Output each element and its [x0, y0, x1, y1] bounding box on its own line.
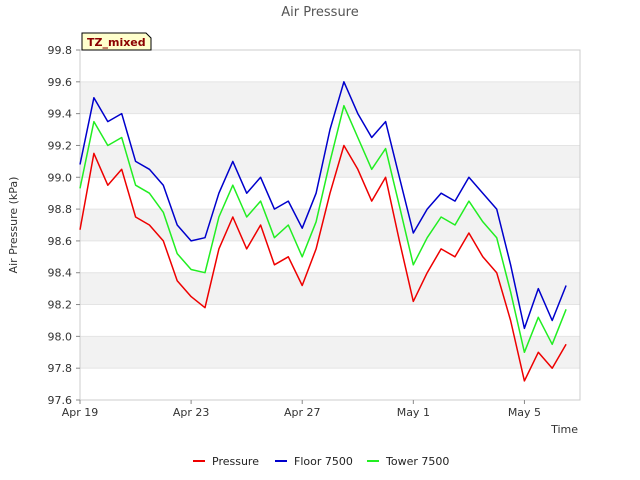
legend-item-floor-7500: Floor 7500 — [275, 455, 353, 468]
x-tick-label: May 1 — [397, 406, 430, 419]
y-tick-label: 98.4 — [48, 267, 73, 280]
y-tick-label: 99.0 — [48, 171, 73, 184]
grid-band — [80, 240, 580, 273]
x-tick-label: Apr 19 — [62, 406, 99, 419]
y-tick-label: 99.4 — [48, 108, 73, 121]
grid-band — [80, 209, 580, 241]
y-axis-label: Air Pressure (kPa) — [7, 177, 20, 274]
x-axis-label: Time — [550, 423, 578, 436]
plot-background — [80, 49, 580, 401]
series-line-floor-7500 — [79, 81, 567, 330]
y-tick-label: 98.8 — [48, 203, 73, 216]
chart-title: Air Pressure — [281, 5, 359, 20]
x-axis-ticks: Apr 19 Apr 23 Apr 27 May 1 May 5 — [62, 400, 541, 419]
x-tick-label: Apr 27 — [284, 406, 321, 419]
grid-band — [80, 272, 580, 305]
legend-label: Tower 7500 — [385, 455, 449, 468]
y-tick-label: 97.8 — [48, 362, 73, 375]
grid-band — [80, 81, 580, 114]
grid-band — [80, 368, 580, 400]
y-tick-label: 97.6 — [48, 394, 73, 407]
plot-frame — [79, 49, 581, 401]
grid-band — [80, 50, 580, 82]
tz-badge: TZ_mixed — [81, 32, 152, 51]
y-tick-label: 98.2 — [48, 299, 73, 312]
legend-label: Floor 7500 — [294, 455, 353, 468]
y-tick-label: 98.6 — [48, 235, 73, 248]
y-tick-label: 98.0 — [48, 330, 73, 343]
series-line-pressure — [79, 144, 567, 382]
legend: Pressure Floor 7500 Tower 7500 — [193, 455, 449, 468]
grid-band — [80, 304, 580, 337]
y-axis-ticks: 97.6 97.8 98.0 98.2 98.4 98.6 98.8 99.0 99.2 99.4… — [48, 44, 80, 407]
y-tick-label: 99.8 — [48, 44, 73, 57]
legend-item-tower-7500: Tower 7500 — [367, 455, 449, 468]
x-tick-label: May 5 — [508, 406, 541, 419]
y-tick-label: 99.2 — [48, 139, 73, 152]
tz-badge-box — [81, 32, 152, 51]
series-lines — [79, 81, 567, 382]
x-tick-label: Apr 23 — [173, 406, 210, 419]
tz-badge-label: TZ_mixed — [87, 36, 146, 49]
grid-band — [80, 336, 580, 369]
legend-item-pressure: Pressure — [193, 455, 259, 468]
series-line-tower-7500 — [79, 104, 567, 354]
legend-label: Pressure — [212, 455, 259, 468]
y-tick-label: 99.6 — [48, 76, 73, 89]
